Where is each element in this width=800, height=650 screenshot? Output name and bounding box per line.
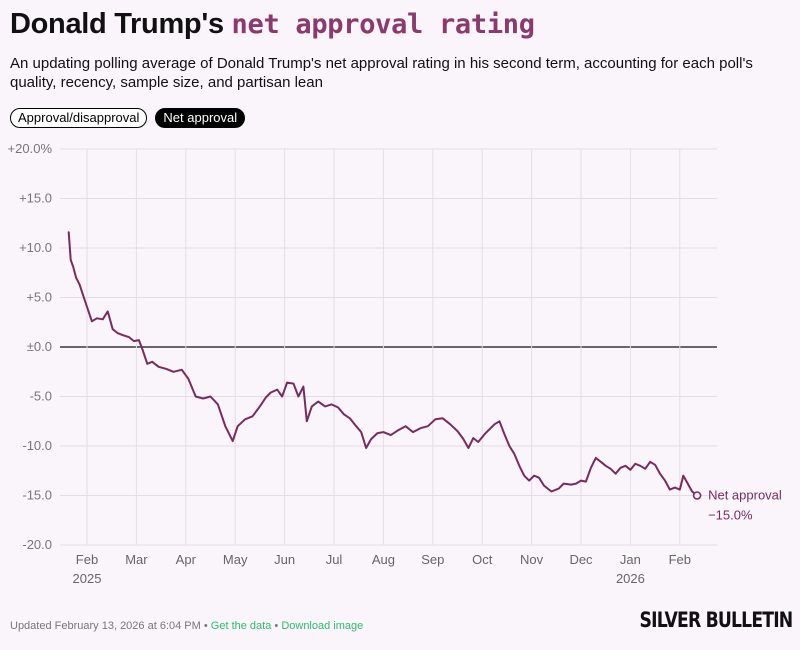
y-tick-label: +10.0 <box>19 240 52 255</box>
latest-point-marker <box>692 491 702 500</box>
title-plain: Donald Trump's <box>10 8 224 40</box>
footer-separator: • <box>274 620 279 632</box>
y-tick-label: -20.0 <box>22 537 52 552</box>
x-tick-label: May <box>223 552 248 567</box>
y-tick-label: -5.0 <box>30 389 52 404</box>
y-tick-label: -15.0 <box>22 488 52 503</box>
x-tick-year: 2026 <box>616 571 645 586</box>
x-tick-label: Sep <box>421 552 444 567</box>
y-tick-label: +15.0 <box>19 191 52 206</box>
net-approval-chart[interactable]: +20.0% +15.0 +10.0 +5.0 ±0.0 -5.0 -10.0 -15.0 -2… <box>0 140 800 602</box>
download-image-link[interactable]: Download image <box>281 620 364 632</box>
title-highlight: net approval rating <box>231 9 535 40</box>
series-value-label: −15.0% <box>708 508 753 523</box>
x-tick-label: Aug <box>372 552 395 567</box>
x-tick-label: Apr <box>176 552 197 567</box>
footer: Updated February 13, 2026 at 6:04 PM • G… <box>10 620 363 632</box>
y-tick-label: +5.0 <box>26 290 52 305</box>
x-tick-label: Nov <box>520 552 544 567</box>
y-tick-label: -10.0 <box>22 438 52 453</box>
x-tick-label: Feb <box>76 552 98 567</box>
x-tick-label: Dec <box>569 552 593 567</box>
y-tick-label: ±0.0 <box>27 339 52 354</box>
net-approval-line <box>67 231 699 497</box>
x-tick-label: Jun <box>274 552 295 567</box>
series-layer: Net approval −15.0% <box>67 231 782 523</box>
updated-timestamp: Updated February 13, 2026 at 6:04 PM <box>10 620 201 632</box>
view-toggle-group: Approval/disapproval Net approval <box>10 108 246 128</box>
x-tick-label: Mar <box>125 552 148 567</box>
x-tick-label: Jul <box>326 552 343 567</box>
toggle-approval-disapproval[interactable]: Approval/disapproval <box>10 108 148 128</box>
toggle-net-approval[interactable]: Net approval <box>155 108 246 128</box>
x-axis: Feb 2025 Mar Apr May Jun Jul Aug Sep Oct Nov Dec Jan… <box>73 552 691 586</box>
silver-bulletin-logo: SILVER BULLETIN <box>639 608 793 632</box>
x-tick-label: Jan <box>620 552 641 567</box>
x-tick-label: Feb <box>669 552 691 567</box>
series-name-label: Net approval <box>708 488 782 503</box>
chart-grid <box>60 148 717 546</box>
chart-subtitle: An updating polling average of Donald Tr… <box>10 55 753 91</box>
y-tick-label: +20.0% <box>8 141 53 156</box>
get-data-link[interactable]: Get the data <box>210 620 272 632</box>
x-tick-label: Oct <box>472 552 493 567</box>
chart-title: Donald Trump's net approval rating <box>10 8 535 41</box>
y-axis: +20.0% +15.0 +10.0 +5.0 ±0.0 -5.0 -10.0 -15.0 -2… <box>8 141 53 552</box>
x-tick-year: 2025 <box>73 571 102 586</box>
footer-separator: • <box>203 620 208 632</box>
